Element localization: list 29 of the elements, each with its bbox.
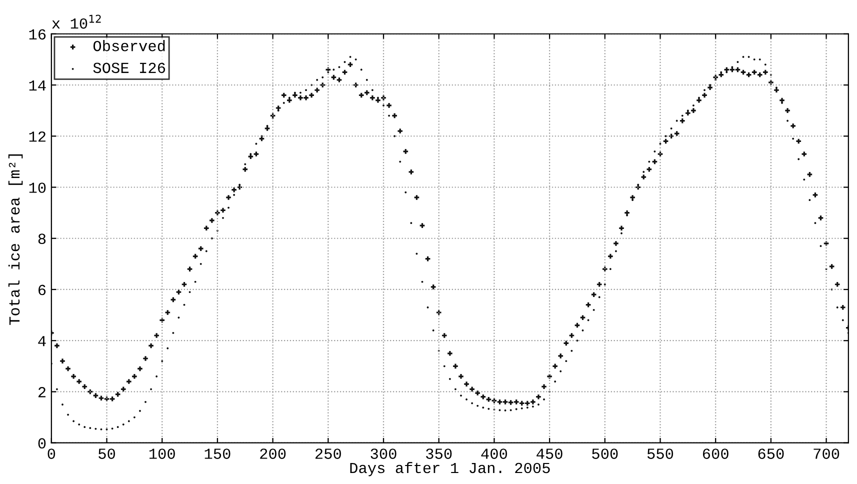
y-tick-label: 2	[38, 387, 46, 398]
x-tick-label: 350	[426, 448, 452, 459]
y-tick-label: 16	[29, 29, 46, 40]
legend-label: SOSE I26	[93, 62, 166, 74]
y-tick-label: 6	[38, 284, 46, 296]
x-tick-label: 700	[814, 448, 840, 459]
x-tick-label: 550	[647, 448, 674, 459]
x-tick-label: 150	[204, 448, 230, 459]
y-tick-label: 8	[38, 234, 46, 244]
x-tick-label: 50	[98, 448, 115, 459]
x-axis-title: Days after 1 Jan. 2005	[350, 462, 550, 476]
legend-label: Observed	[93, 40, 165, 52]
text: x 10$^{12}$	[52, 14, 101, 29]
x-tick-label: 0	[48, 448, 56, 459]
x-tick-label: 600	[702, 448, 728, 459]
x-tick-label: 200	[260, 448, 286, 459]
x-tick-label: 650	[758, 448, 784, 459]
y-tick-label: 10	[29, 182, 46, 193]
y-tick-label: 0	[38, 438, 46, 449]
y-tick-label: 12	[29, 131, 46, 142]
x-tick-label: 300	[370, 448, 396, 459]
y-tick-label: 4	[38, 336, 46, 346]
y-axis-title: Total ice area [m²]	[8, 154, 23, 325]
x-tick-label: 250	[315, 448, 341, 459]
x-tick-label: 450	[536, 448, 562, 459]
x-tick-label: 500	[592, 448, 618, 459]
x-tick-label: 100	[149, 448, 175, 459]
y-tick-label: 14	[29, 80, 46, 91]
x-tick-label: 400	[481, 448, 508, 459]
